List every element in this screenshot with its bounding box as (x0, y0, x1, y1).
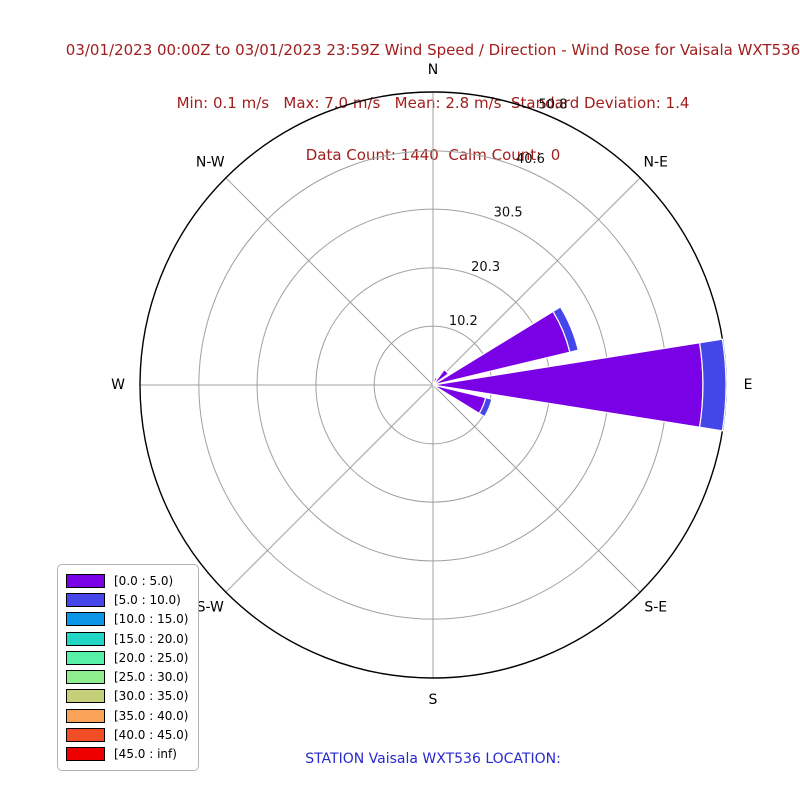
compass-label-e: E (744, 377, 753, 393)
chart-title-block: 03/01/2023 00:00Z to 03/01/2023 23:59Z W… (0, 7, 800, 200)
compass-label-s-w: S-W (197, 600, 224, 616)
rose-wedge-e (698, 338, 727, 432)
legend-swatch (66, 612, 105, 627)
legend-swatch (66, 728, 105, 743)
ring-tick-label: 30.5 (494, 206, 523, 221)
ring-tick-label: 40.6 (516, 152, 545, 167)
legend-swatch (66, 631, 105, 646)
legend-swatch (66, 708, 105, 723)
legend-swatch (66, 573, 105, 588)
legend-item: [0.0 : 5.0) (66, 571, 188, 590)
legend-label: [30.0 : 35.0) (114, 689, 189, 704)
grid-spoke (225, 177, 434, 386)
legend-swatch (66, 747, 105, 762)
legend-swatch (66, 670, 105, 685)
speed-bin-legend: [0.0 : 5.0) [5.0 : 10.0) [10.0 : 15.0) [15.… (57, 564, 200, 771)
ring-tick-label: 10.2 (449, 314, 478, 329)
grid-spoke (432, 384, 641, 593)
rose-wedge-ese (478, 396, 493, 418)
legend-item: [45.0 : inf) (66, 745, 188, 764)
compass-label-w: W (111, 377, 125, 393)
legend-label: [10.0 : 15.0) (114, 612, 189, 627)
legend-swatch (66, 650, 105, 665)
legend-item: [15.0 : 20.0) (66, 629, 188, 648)
legend-swatch (66, 689, 105, 704)
legend-label: [45.0 : inf) (114, 747, 177, 762)
rose-wedge-ne (432, 368, 450, 386)
chart-counts-line: Data Count: 1440 Calm Count: 0 (305, 146, 561, 164)
legend-label: [20.0 : 25.0) (114, 650, 189, 665)
legend-item: [10.0 : 15.0) (66, 610, 188, 629)
compass-label-s-e: S-E (644, 600, 667, 616)
grid-spoke (432, 177, 641, 386)
station-caption-line1: STATION Vaisala WXT536 LOCATION: (305, 751, 561, 767)
compass-label-n-e: N-E (644, 154, 668, 170)
legend-label: [35.0 : 40.0) (114, 708, 189, 723)
legend-item: [40.0 : 45.0) (66, 725, 188, 744)
ring-tick-label: 20.3 (471, 260, 500, 275)
station-caption-block: STATION Vaisala WXT536 LOCATION: NASA La… (0, 714, 800, 800)
legend-item: [30.0 : 35.0) (66, 687, 188, 706)
rose-wedge-e (432, 342, 704, 428)
chart-title: 03/01/2023 00:00Z to 03/01/2023 23:59Z W… (65, 41, 800, 59)
legend-label: [15.0 : 20.0) (114, 631, 189, 646)
ring-tick-label: 50.8 (538, 98, 567, 113)
legend-label: [5.0 : 10.0) (114, 592, 181, 607)
legend-item: [20.0 : 25.0) (66, 648, 188, 667)
legend-item: [35.0 : 40.0) (66, 706, 188, 725)
legend-label: [0.0 : 5.0) (114, 573, 174, 588)
grid-spoke (225, 384, 434, 593)
legend-item: [5.0 : 10.0) (66, 590, 188, 609)
legend-swatch (66, 592, 105, 607)
rose-wedge-ene (552, 306, 579, 353)
legend-label: [25.0 : 30.0) (114, 670, 189, 685)
compass-label-n: N (428, 62, 438, 78)
legend-item: [25.0 : 30.0) (66, 667, 188, 686)
legend-label: [40.0 : 45.0) (114, 728, 189, 743)
compass-label-s: S (429, 692, 438, 708)
compass-label-n-w: N-W (196, 154, 225, 170)
